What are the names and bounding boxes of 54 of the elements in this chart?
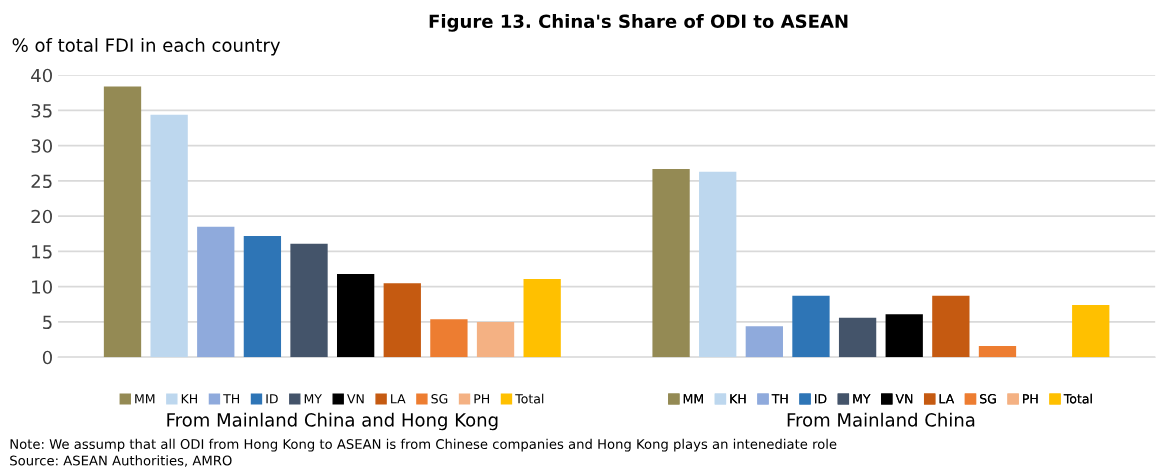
bar [476,321,515,358]
y-tick-label: 10 [32,280,52,294]
y-tick-label: 40 [31,68,52,83]
legend-label: TH [223,394,239,404]
source-note: Source: ASEAN Authorities, AMRO [10,455,232,467]
bar [103,86,142,358]
bar [150,114,188,358]
text: VN [895,394,913,404]
bar [932,295,970,358]
legend-label: ID [266,394,278,404]
x-tick-label: From Mainland China and Hong Kong [167,412,498,431]
bar [290,243,328,358]
legend-label: MM [135,394,155,404]
text: TH [771,394,788,404]
x-tick-label: From Mainland China [787,412,975,427]
chart-title: Figure 13. China's Share of ODI to ASEAN [429,14,848,32]
y-axis-title: % of total FDI in each country [12,37,281,56]
legend-label: KH [181,394,197,404]
bar [885,314,923,358]
text: ID [815,394,827,404]
text: Total [1063,393,1092,404]
y-tick-label: 30 [31,139,52,153]
legend-label: MY [304,394,322,404]
legend-label: VN [347,394,364,404]
y-tick-label: 15 [32,245,52,259]
bar [652,168,690,358]
bar [838,317,877,358]
y-tick-label: 25 [31,174,52,189]
text: SG [980,394,996,404]
y-tick-label: 20 [31,209,52,224]
text: MM [683,394,703,404]
text: KH [730,394,746,404]
y-tick-label: 35 [31,103,52,118]
text: PH [1023,394,1038,404]
bar [792,295,830,358]
text: LA [939,394,955,404]
bar [699,171,737,358]
legend-label: SG [431,394,448,404]
bar [430,319,468,358]
legend-label: PH [474,394,489,404]
text: Note: We assump that all ODI from Hong Kong to ASEAN is from Chinese companies and Hong Kong plays an intenediate role [10,438,837,452]
bar [978,345,1017,358]
bar [337,274,375,358]
legend-label: Total [515,393,544,404]
y-tick-label: 0 [42,350,52,365]
bar [243,235,282,358]
bar [197,226,235,358]
bar [523,278,561,358]
bar [745,326,783,358]
y-tick-label: 5 [43,315,52,330]
bar [383,283,421,358]
legend-label: LA [391,394,406,404]
text: MY [853,394,871,404]
bar [1072,305,1110,358]
